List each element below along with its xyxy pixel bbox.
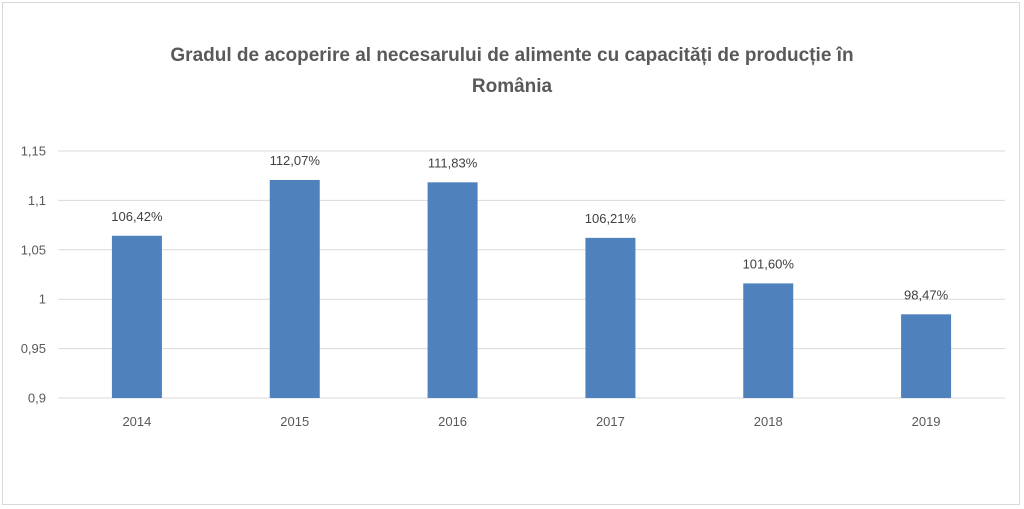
x-tick-label: 2018 (754, 414, 783, 429)
bar (901, 314, 952, 398)
bar (269, 179, 320, 398)
data-label: 112,07% (270, 153, 321, 168)
x-tick-label: 2014 (122, 414, 151, 429)
y-tick-label: 1 (39, 292, 46, 307)
data-label: 106,42% (111, 209, 163, 224)
chart-title-line-2: România (471, 76, 553, 97)
data-label: 106,21% (585, 211, 637, 226)
bar (585, 237, 636, 398)
bar (427, 182, 478, 398)
bar (743, 283, 794, 398)
x-tick-label: 2016 (438, 414, 467, 429)
x-tick-label: 2019 (912, 414, 941, 429)
x-tick-label: 2015 (280, 414, 309, 429)
data-label: 111,83% (428, 155, 478, 170)
x-tick-label: 2017 (596, 414, 625, 429)
y-tick-label: 1,05 (21, 242, 46, 257)
data-label: 101,60% (743, 256, 795, 271)
y-tick-label: 0,95 (21, 341, 46, 356)
bar (111, 235, 162, 398)
data-label: 98,47% (904, 287, 949, 302)
y-tick-label: 1,15 (21, 144, 46, 159)
y-tick-label: 1,1 (28, 193, 46, 208)
y-tick-label: 0,9 (28, 391, 46, 406)
chart-title: Gradul de acoperire al necesarului de al… (0, 40, 1024, 102)
chart-title-line-1: Gradul de acoperire al necesarului de al… (170, 45, 854, 66)
